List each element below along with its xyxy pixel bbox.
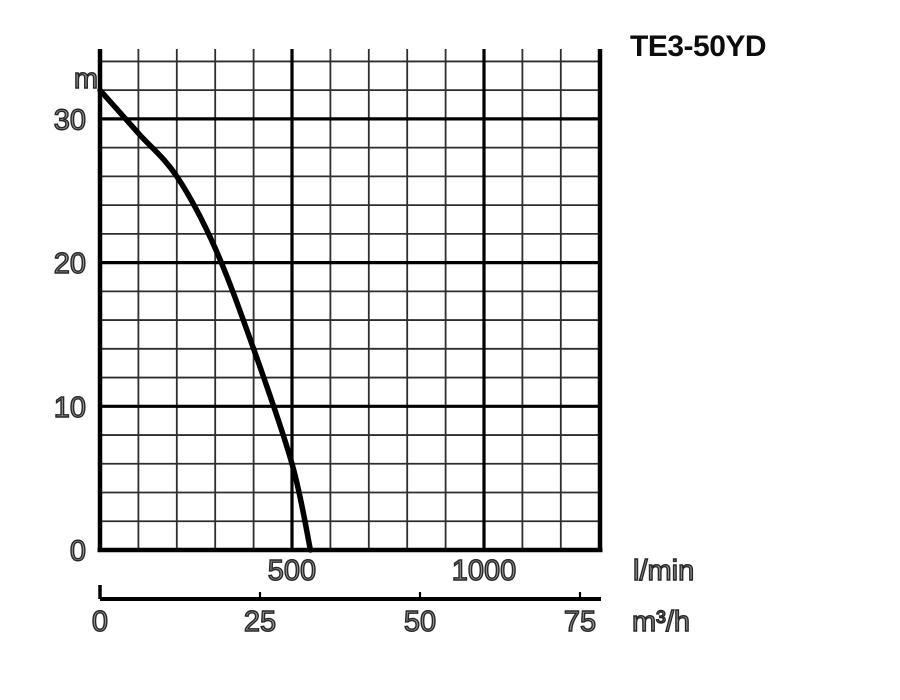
y-tick-label-20: 20 bbox=[54, 248, 86, 280]
y-tick-label-0: 0 bbox=[70, 536, 86, 568]
m3h-tick-label-25: 25 bbox=[244, 606, 276, 638]
m3h-tick-label-50: 50 bbox=[404, 606, 436, 638]
y-axis-unit-label: m bbox=[74, 63, 98, 95]
m3h-tick-label-0: 0 bbox=[92, 606, 108, 638]
m3h-tick-label-75: 75 bbox=[564, 606, 596, 638]
y-tick-label-10: 10 bbox=[54, 392, 86, 424]
chart-title: TE3-50YD bbox=[630, 30, 767, 63]
lmin-tick-label-500: 500 bbox=[268, 555, 316, 587]
pump-curve bbox=[97, 87, 314, 553]
y-tick-label-30: 30 bbox=[54, 104, 86, 136]
lmin-axis-unit-label: l/min bbox=[633, 555, 694, 587]
m3h-axis-unit-label: m³/h bbox=[632, 606, 690, 638]
lmin-tick-label-1000: 1000 bbox=[452, 555, 517, 587]
